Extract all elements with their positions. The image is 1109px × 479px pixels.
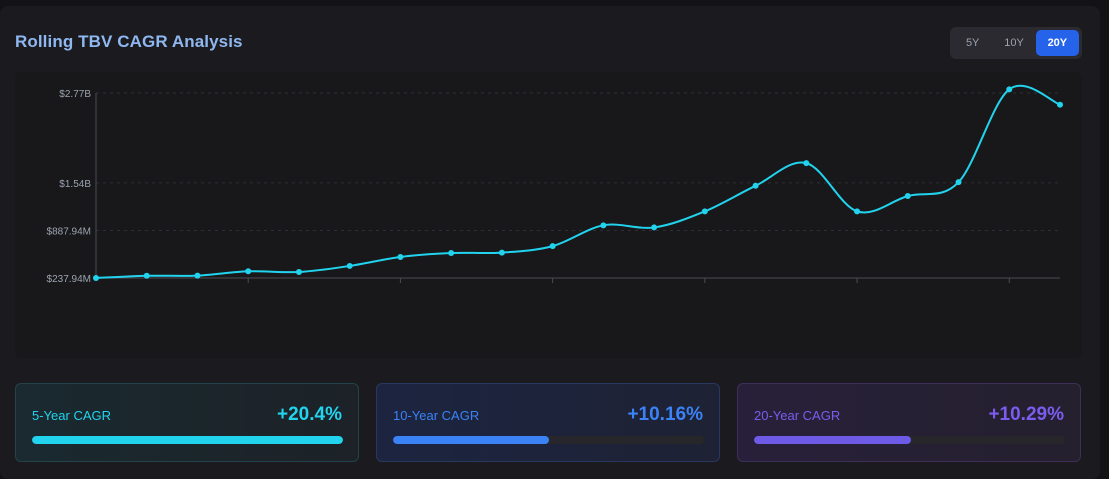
data-point: [752, 182, 759, 189]
stat-value-10y: +10.16%: [627, 404, 703, 425]
data-point: [1006, 86, 1013, 93]
data-point: [448, 250, 455, 257]
data-point: [701, 208, 708, 215]
progress-fill-10y: [393, 436, 549, 444]
data-point: [904, 193, 911, 200]
y-tick-label: $1.54B: [59, 179, 91, 190]
stat-card-5y: 5-Year CAGR +20.4%: [15, 383, 359, 462]
progress-fill-20y: [754, 436, 912, 444]
progress-fill-5y: [32, 436, 343, 444]
stat-value-20y: +10.29%: [988, 404, 1064, 425]
y-tick-label: $237.94M: [47, 274, 91, 285]
y-tick-label: $887.94M: [47, 227, 91, 238]
data-point: [651, 224, 658, 231]
stat-card-10y: 10-Year CAGR +10.16%: [376, 383, 720, 462]
data-point: [498, 249, 505, 256]
data-point: [346, 262, 353, 269]
tbv-line-chart: $2.77B $1.54B $887.94M $237.94M: [47, 84, 1063, 285]
page-title: Rolling TBV CAGR Analysis: [15, 32, 243, 51]
stat-value-5y: +20.4%: [277, 404, 342, 425]
data-point: [143, 272, 150, 279]
range-20y-button[interactable]: 20Y: [1035, 30, 1079, 56]
data-point: [549, 243, 556, 250]
data-point: [93, 274, 99, 281]
progress-track-5y: [32, 436, 343, 444]
chart-panel: $2.77B $1.54B $887.94M $237.94M: [15, 72, 1082, 358]
stat-label-5y: 5-Year CAGR: [32, 408, 111, 423]
range-10y-button[interactable]: 10Y: [994, 30, 1033, 56]
series-line: [95, 84, 1061, 279]
data-point: [194, 272, 201, 279]
range-5y-button[interactable]: 5Y: [953, 30, 992, 56]
progress-track-20y: [754, 436, 1065, 444]
data-point: [955, 179, 962, 186]
range-toggle: 5Y 10Y 20Y: [950, 27, 1082, 59]
data-point: [803, 160, 810, 167]
data-point: [295, 269, 302, 276]
data-point: [854, 208, 861, 215]
stat-label-10y: 10-Year CAGR: [393, 408, 480, 423]
data-point: [245, 268, 252, 275]
progress-track-10y: [393, 436, 704, 444]
stat-label-20y: 20-Year CAGR: [754, 408, 841, 423]
stat-card-20y: 20-Year CAGR +10.29%: [737, 383, 1081, 462]
data-point: [600, 222, 607, 229]
data-point: [1057, 101, 1063, 108]
y-tick-label: $2.77B: [59, 89, 91, 100]
data-point: [397, 253, 404, 260]
